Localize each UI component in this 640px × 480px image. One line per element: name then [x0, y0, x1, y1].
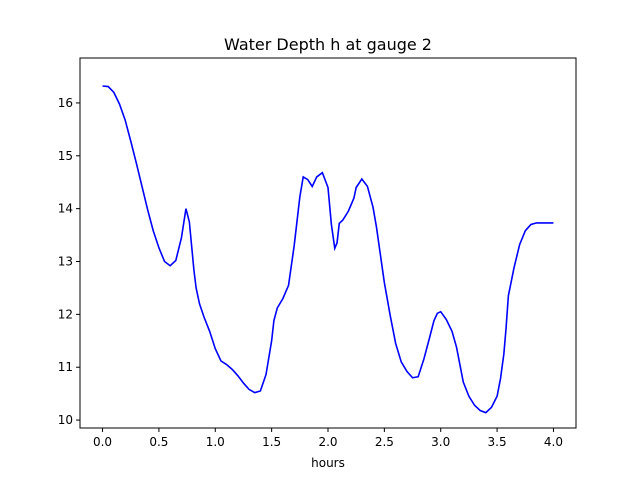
- y-tick-label: 14: [58, 202, 73, 216]
- x-axis-label: hours: [311, 456, 345, 470]
- x-tick-label: 0.5: [149, 435, 168, 449]
- x-tick-label: 2.0: [318, 435, 337, 449]
- y-tick-label: 12: [58, 307, 73, 321]
- x-tick-label: 4.0: [544, 435, 563, 449]
- x-tick-label: 3.0: [431, 435, 450, 449]
- y-tick-label: 15: [58, 149, 73, 163]
- y-tick-label: 10: [58, 413, 73, 427]
- y-axis: 10 11 12 13 14 15 16: [58, 96, 80, 427]
- y-tick-label: 11: [58, 360, 73, 374]
- y-tick-label: 16: [58, 96, 73, 110]
- x-tick-label: 1.0: [206, 435, 225, 449]
- y-tick-label: 13: [58, 255, 73, 269]
- x-tick-label: 2.5: [375, 435, 394, 449]
- chart-title: Water Depth h at gauge 2: [224, 35, 432, 54]
- water-depth-series-line: [102, 85, 554, 414]
- x-tick-label: 3.5: [488, 435, 507, 449]
- x-tick-label: 1.5: [262, 435, 281, 449]
- x-tick-label: 0.0: [93, 435, 112, 449]
- x-axis: 0.0 0.5 1.0 1.5 2.0 2.5 3.0 3.5 4.0: [93, 428, 563, 449]
